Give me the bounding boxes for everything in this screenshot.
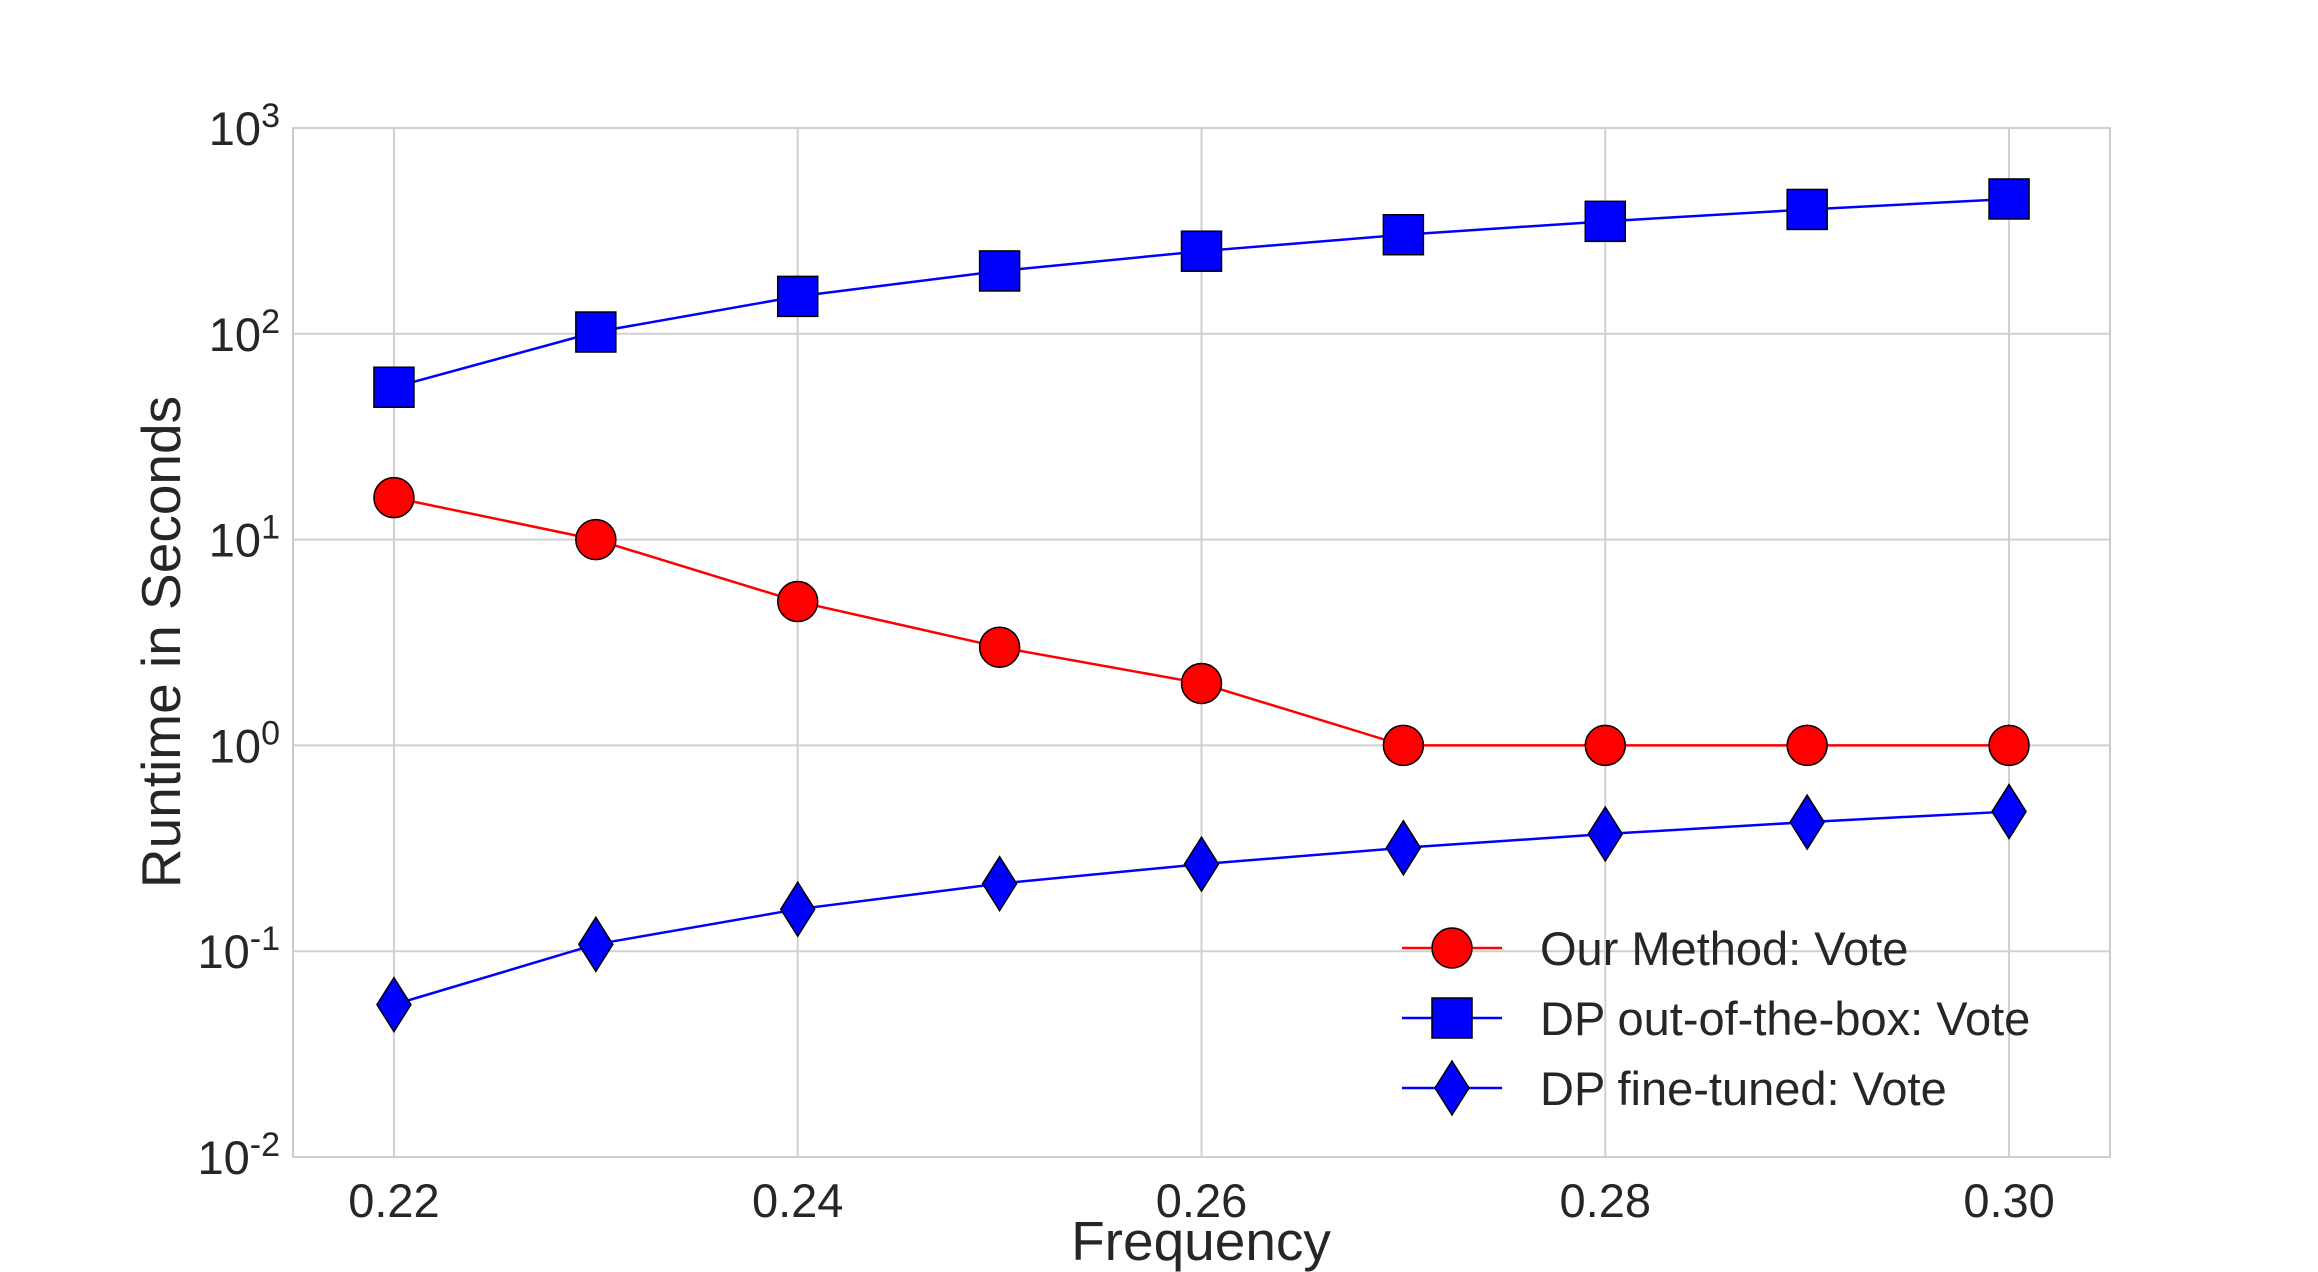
data-point	[1789, 793, 1826, 851]
data-point	[1180, 230, 1223, 272]
y-tick-base: 10	[209, 308, 261, 361]
legend-marker	[1431, 997, 1473, 1039]
legend-entry: Our Method: Vote	[1402, 922, 1908, 975]
data-point	[978, 626, 1021, 668]
y-tick-exponent: -1	[250, 920, 280, 958]
y-tick-base: 10	[209, 719, 261, 772]
legend: Our Method: Vote DP out-of-the-box: Vote D…	[1402, 922, 2030, 1117]
data-point	[1991, 783, 2027, 840]
data-point	[1382, 724, 1425, 767]
x-tick-label: 0.28	[1560, 1174, 1651, 1227]
legend-marker	[1434, 1059, 1470, 1117]
legend-entry: DP out-of-the-box: Vote	[1402, 992, 2030, 1045]
series-square	[373, 178, 2030, 408]
y-tick-exponent: 2	[261, 303, 280, 341]
y-tick-exponent: 0	[261, 714, 280, 752]
x-axis-label: Frequency	[1071, 1210, 1331, 1272]
x-tick-label: 0.26	[1156, 1174, 1247, 1227]
y-axis-label: Runtime in Seconds	[130, 396, 192, 888]
y-tick-exponent: 1	[261, 509, 280, 547]
data-point	[981, 855, 1018, 913]
y-tick-label: 102	[209, 303, 280, 361]
data-point	[1786, 724, 1828, 767]
series-circle	[373, 476, 2030, 767]
data-point	[1385, 819, 1422, 877]
series-layer	[373, 178, 2030, 1034]
x-tick-label: 0.22	[348, 1174, 439, 1227]
data-point	[373, 366, 415, 408]
series-diamond	[376, 783, 2027, 1034]
y-tick-exponent: 3	[261, 97, 280, 135]
legend-marker	[1431, 927, 1473, 969]
data-point	[776, 580, 819, 623]
legend-entry: DP fine-tuned: Vote	[1402, 1059, 1947, 1117]
data-point	[776, 275, 819, 318]
data-point	[1382, 213, 1425, 256]
y-tick-base: 10	[197, 1131, 249, 1184]
data-point	[577, 915, 614, 973]
y-tick-label: 10-1	[197, 920, 280, 978]
y-tick-label: 101	[209, 509, 280, 567]
y-tick-base: 10	[209, 102, 261, 155]
y-tick-base: 10	[209, 514, 261, 567]
y-tick-label: 100	[209, 714, 280, 772]
y-tick-label: 103	[209, 97, 280, 155]
x-tick-labels: 0.22 0.24 0.26 0.28 0.30	[348, 1174, 2055, 1227]
data-point	[575, 311, 617, 353]
y-tick-exponent: -2	[250, 1126, 280, 1164]
data-point	[376, 976, 412, 1034]
data-point	[1584, 724, 1627, 767]
data-point	[1584, 200, 1627, 243]
x-tick-label: 0.30	[1963, 1174, 2054, 1227]
legend-label: DP out-of-the-box: Vote	[1540, 992, 2030, 1045]
y-tick-base: 10	[197, 925, 249, 978]
x-tick-label: 0.24	[752, 1174, 843, 1227]
data-point	[575, 518, 617, 561]
data-point	[373, 476, 415, 519]
data-point	[978, 250, 1021, 292]
data-point	[1988, 724, 2030, 767]
data-point	[1988, 178, 2030, 220]
data-point	[1587, 805, 1624, 863]
data-point	[779, 880, 816, 938]
legend-label: DP fine-tuned: Vote	[1540, 1062, 1947, 1115]
data-point	[1183, 835, 1220, 893]
y-tick-label: 10-2	[197, 1126, 280, 1184]
data-point	[1786, 188, 1828, 231]
data-point	[1180, 662, 1223, 705]
legend-label: Our Method: Vote	[1540, 922, 1908, 975]
